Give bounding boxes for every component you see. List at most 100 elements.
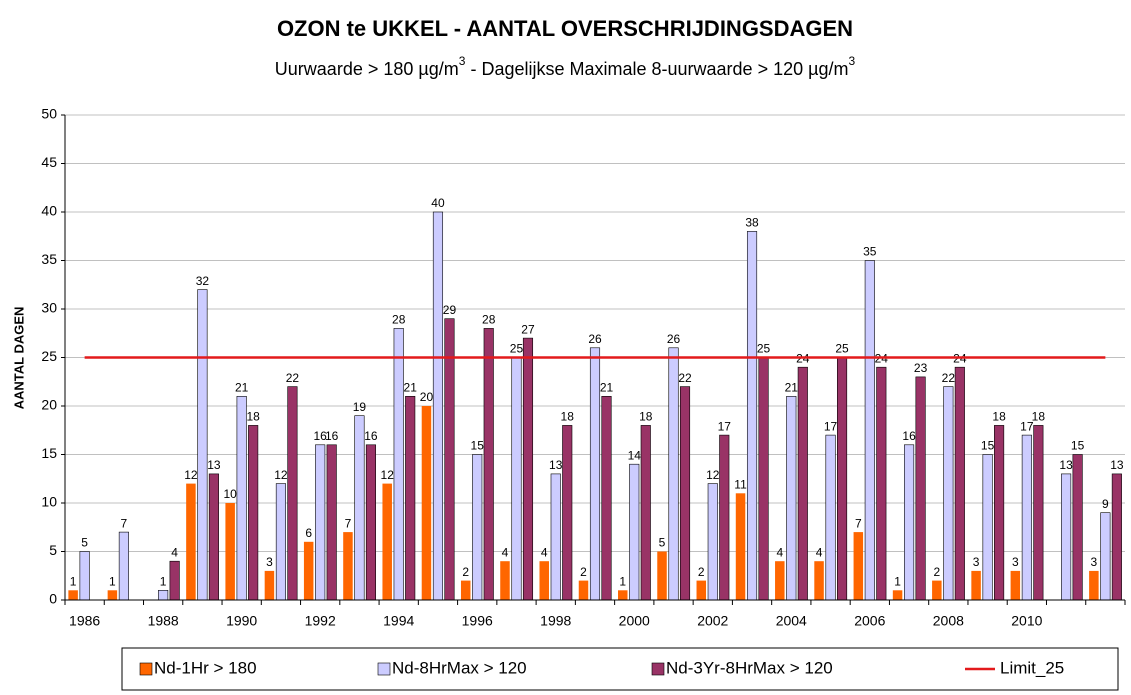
x-tick-label: 2000 xyxy=(619,613,650,629)
bar xyxy=(707,483,718,601)
data-label: 18 xyxy=(639,410,653,424)
data-label: 3 xyxy=(1012,555,1019,569)
data-label: 21 xyxy=(785,380,799,394)
data-label: 29 xyxy=(443,303,457,317)
data-label: 11 xyxy=(734,477,747,491)
data-label: 17 xyxy=(824,419,838,433)
data-label: 1 xyxy=(619,574,626,588)
data-label: 16 xyxy=(364,429,378,443)
bar xyxy=(797,366,808,601)
data-label: 15 xyxy=(981,439,995,453)
data-label: 4 xyxy=(171,545,178,559)
bar xyxy=(303,541,314,600)
bar xyxy=(1072,454,1083,601)
bar xyxy=(746,231,758,601)
data-label: 17 xyxy=(1020,419,1034,433)
bar xyxy=(904,444,915,601)
bar xyxy=(472,454,483,601)
data-label: 17 xyxy=(718,419,732,433)
data-label: 25 xyxy=(835,342,849,356)
data-label: 12 xyxy=(381,468,395,482)
bar xyxy=(679,386,691,601)
bar xyxy=(1111,473,1122,601)
data-label: 32 xyxy=(196,274,210,288)
bar xyxy=(264,570,275,600)
bar xyxy=(657,551,667,600)
bar xyxy=(758,357,769,601)
bar xyxy=(954,366,965,601)
bar xyxy=(118,531,129,601)
data-label: 4 xyxy=(776,545,783,559)
bar xyxy=(483,328,494,601)
bar xyxy=(1021,434,1032,601)
chart-subtitle: Uurwaarde > 180 µg/m3 - Dagelijkse Maxim… xyxy=(275,54,856,79)
bar xyxy=(971,570,981,600)
bar xyxy=(696,580,707,600)
bar xyxy=(853,532,864,600)
data-label: 40 xyxy=(431,196,445,210)
legend-swatch xyxy=(377,662,391,676)
data-label: 38 xyxy=(745,216,759,230)
data-label: 6 xyxy=(305,526,312,540)
data-label: 22 xyxy=(678,371,692,385)
bar xyxy=(225,503,235,600)
data-label: 4 xyxy=(541,545,548,559)
data-label: 4 xyxy=(502,545,509,559)
bar xyxy=(539,561,549,600)
x-tick-label: 2008 xyxy=(933,613,964,629)
bar xyxy=(562,425,573,601)
data-label: 10 xyxy=(223,487,237,501)
bar xyxy=(365,444,376,601)
data-label: 3 xyxy=(266,555,273,569)
bar xyxy=(892,590,903,600)
y-axis-label: AANTAL DAGEN xyxy=(11,307,26,410)
data-label: 18 xyxy=(1032,410,1046,424)
data-label: 5 xyxy=(81,536,88,550)
bar xyxy=(511,357,522,601)
bar xyxy=(1089,570,1099,600)
data-label: 25 xyxy=(757,342,771,356)
bar xyxy=(578,580,589,600)
data-label: 7 xyxy=(855,516,862,530)
data-label: 21 xyxy=(600,380,614,394)
data-label: 18 xyxy=(246,410,260,424)
bar xyxy=(719,434,730,601)
bar xyxy=(618,590,628,600)
y-tick-label: 50 xyxy=(41,106,57,122)
y-tick-label: 35 xyxy=(41,251,57,267)
bar xyxy=(1061,473,1072,601)
x-tick-label: 1992 xyxy=(305,613,336,629)
data-label: 27 xyxy=(521,322,535,336)
bar xyxy=(943,386,954,601)
bar xyxy=(421,406,432,600)
bar xyxy=(236,395,247,601)
bar xyxy=(775,561,785,600)
bar xyxy=(169,560,180,601)
data-label: 21 xyxy=(404,380,418,394)
data-label: 15 xyxy=(1071,439,1085,453)
bar xyxy=(460,580,471,600)
bar xyxy=(405,395,416,601)
data-label: 22 xyxy=(286,371,300,385)
data-label: 26 xyxy=(588,332,602,346)
bar xyxy=(629,463,640,601)
bar xyxy=(208,473,219,601)
bar xyxy=(343,532,353,600)
data-label: 35 xyxy=(863,245,877,259)
y-tick-label: 40 xyxy=(41,203,57,219)
data-label: 3 xyxy=(1091,555,1098,569)
chart-title: OZON te UKKEL - AANTAL OVERSCHRIJDINGSDA… xyxy=(277,16,853,41)
data-label: 1 xyxy=(894,574,901,588)
x-tick-label: 2010 xyxy=(1011,613,1042,629)
bar xyxy=(814,561,824,600)
x-tick-label: 2004 xyxy=(776,613,807,629)
legend-label: Nd-8HrMax > 120 xyxy=(392,658,527,677)
bar xyxy=(1100,512,1111,601)
data-label: 26 xyxy=(667,332,681,346)
data-label: 16 xyxy=(325,429,339,443)
bar xyxy=(354,415,365,601)
data-label: 4 xyxy=(816,545,823,559)
data-label: 20 xyxy=(420,390,434,404)
bar xyxy=(640,425,651,601)
